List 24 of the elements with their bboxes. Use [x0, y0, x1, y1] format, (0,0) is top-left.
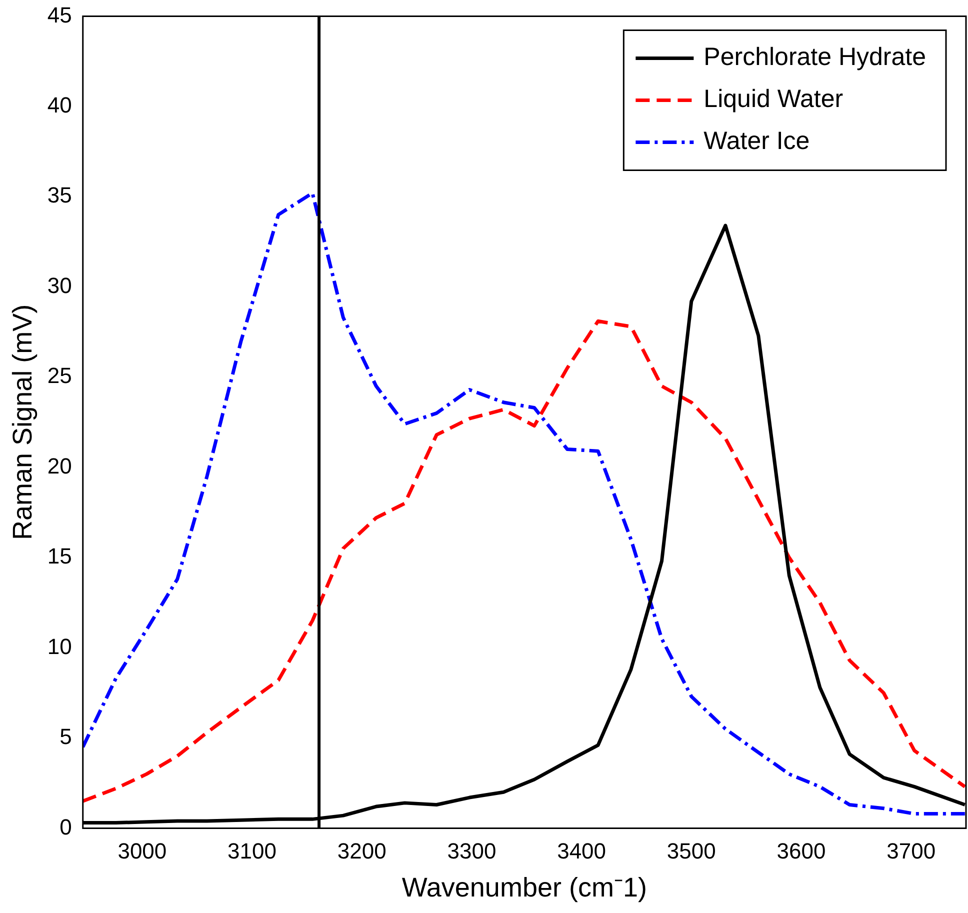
y-tick-label: 10 — [47, 634, 72, 659]
x-tick-label: 3200 — [337, 838, 386, 864]
x-tick-label: 3300 — [447, 838, 496, 864]
y-tick-label: 30 — [47, 272, 72, 298]
x-tick-label: 3700 — [886, 838, 936, 864]
legend-label: Liquid Water — [704, 85, 844, 114]
legend-label: Perchlorate Hydrate — [704, 43, 926, 72]
y-tick-label: 5 — [60, 724, 72, 750]
x-tick-label: 3600 — [776, 838, 826, 864]
line-series — [82, 319, 966, 803]
y-tick-label: 15 — [47, 544, 72, 569]
y-tick-label: 45 — [47, 2, 72, 28]
legend-label: Water Ice — [704, 127, 810, 156]
y-tick-label: 40 — [47, 92, 72, 118]
x-tick-label: 3500 — [666, 838, 716, 864]
y-tick-label: 0 — [60, 814, 72, 840]
x-tick-label: 3400 — [557, 838, 606, 864]
y-tick-label: 20 — [47, 453, 72, 478]
y-tick-label: 25 — [47, 363, 72, 388]
y-axis-title: Raman Signal (mV) — [8, 304, 38, 540]
x-axis-title: Wavenumber (cm⁻1) — [402, 872, 647, 902]
y-tick-label: 35 — [47, 182, 72, 208]
x-tick-label: 3100 — [228, 838, 277, 864]
x-tick-label: 3000 — [118, 838, 167, 864]
